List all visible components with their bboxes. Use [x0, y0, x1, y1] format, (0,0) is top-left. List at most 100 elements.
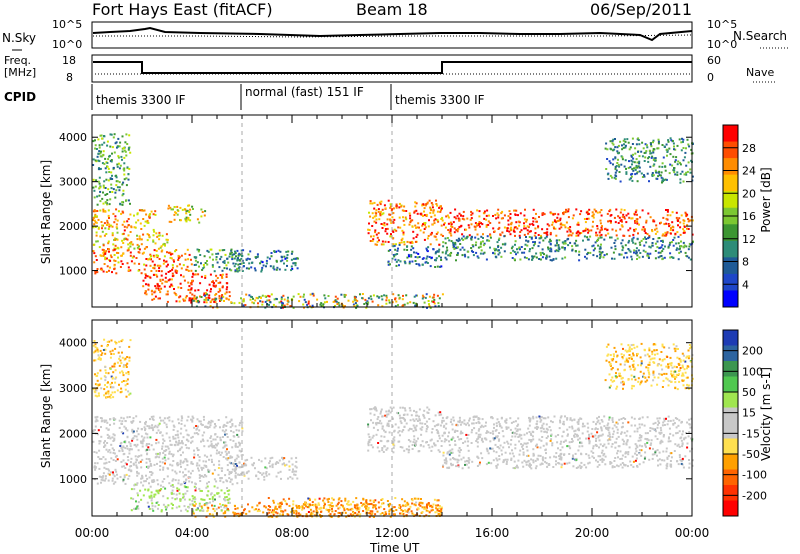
data-cell — [230, 249, 233, 252]
data-cell — [105, 467, 108, 470]
data-cell — [534, 459, 537, 462]
data-cell — [532, 220, 535, 223]
data-cell — [337, 515, 340, 518]
data-cell — [379, 210, 382, 213]
data-cell — [675, 156, 678, 159]
data-cell — [424, 423, 427, 425]
data-cell — [273, 511, 276, 514]
data-cell — [657, 420, 660, 423]
data-cell — [95, 389, 98, 392]
data-cell — [122, 374, 125, 377]
data-cell — [458, 212, 461, 215]
data-cell — [641, 176, 644, 178]
data-cell — [175, 300, 178, 303]
data-cell — [221, 273, 224, 276]
data-cell — [601, 228, 604, 231]
data-cell — [669, 256, 672, 259]
data-cell — [592, 254, 595, 257]
data-cell — [113, 259, 116, 262]
data-cell — [355, 306, 358, 309]
data-cell — [126, 445, 128, 448]
data-cell — [102, 150, 105, 153]
data-cell — [654, 421, 657, 424]
data-cell — [572, 465, 575, 468]
data-cell — [153, 426, 156, 429]
data-cell — [230, 251, 233, 254]
data-cell — [645, 221, 648, 224]
data-cell — [286, 299, 289, 302]
data-cell — [93, 219, 96, 222]
data-cell — [385, 513, 388, 515]
data-cell — [464, 440, 467, 443]
data-cell — [383, 435, 386, 438]
data-cell — [641, 209, 644, 212]
data-cell — [96, 433, 99, 436]
data-cell — [236, 267, 239, 270]
data-cell — [128, 356, 131, 359]
data-cell — [233, 465, 236, 467]
data-cell — [664, 231, 667, 234]
data-cell — [122, 459, 125, 462]
data-cell — [390, 209, 393, 212]
data-cell — [143, 426, 146, 429]
data-cell — [328, 497, 330, 500]
data-cell — [125, 177, 128, 180]
data-cell — [435, 429, 438, 431]
data-cell — [184, 296, 187, 299]
data-cell — [219, 438, 222, 441]
data-cell — [637, 232, 639, 235]
data-cell — [235, 468, 238, 471]
data-cell — [216, 492, 219, 495]
data-cell — [465, 423, 468, 426]
data-cell — [443, 424, 446, 427]
data-cell — [432, 248, 435, 251]
data-cell — [433, 214, 436, 217]
data-cell — [614, 171, 617, 174]
data-cell — [94, 466, 97, 469]
data-cell — [446, 237, 449, 239]
data-cell — [528, 230, 531, 233]
data-cell — [118, 340, 121, 343]
data-cell — [381, 415, 384, 418]
data-cell — [145, 264, 148, 267]
data-cell — [208, 294, 211, 297]
data-cell — [211, 446, 214, 449]
data-cell — [185, 210, 188, 213]
data-cell — [464, 228, 466, 231]
data-cell — [221, 436, 224, 438]
data-cell — [686, 213, 689, 216]
data-cell — [493, 426, 495, 429]
data-cell — [633, 167, 636, 170]
data-cell — [234, 444, 237, 447]
data-cell — [96, 155, 99, 158]
data-cell — [166, 475, 169, 478]
data-cell — [564, 211, 567, 214]
data-cell — [158, 422, 161, 425]
data-cell — [514, 435, 517, 438]
data-cell — [547, 248, 550, 251]
data-cell — [162, 419, 165, 422]
data-cell — [403, 500, 406, 503]
data-cell — [105, 250, 108, 253]
data-cell — [532, 244, 535, 247]
data-cell — [292, 468, 294, 471]
data-cell — [384, 230, 387, 233]
data-cell — [190, 288, 193, 291]
data-cell — [392, 406, 395, 409]
data-cell — [455, 217, 458, 220]
data-cell — [657, 256, 660, 259]
data-cell — [670, 139, 673, 142]
data-cell — [500, 246, 503, 249]
data-cell — [144, 422, 147, 424]
data-cell — [611, 228, 614, 231]
data-cell — [111, 152, 113, 155]
data-cell — [261, 266, 264, 269]
data-cell — [541, 228, 544, 231]
data-cell — [557, 213, 560, 216]
data-cell — [284, 464, 286, 467]
data-cell — [203, 454, 206, 457]
data-cell — [410, 255, 413, 258]
data-cell — [114, 142, 117, 145]
data-cell — [213, 494, 216, 497]
data-cell — [193, 264, 196, 266]
